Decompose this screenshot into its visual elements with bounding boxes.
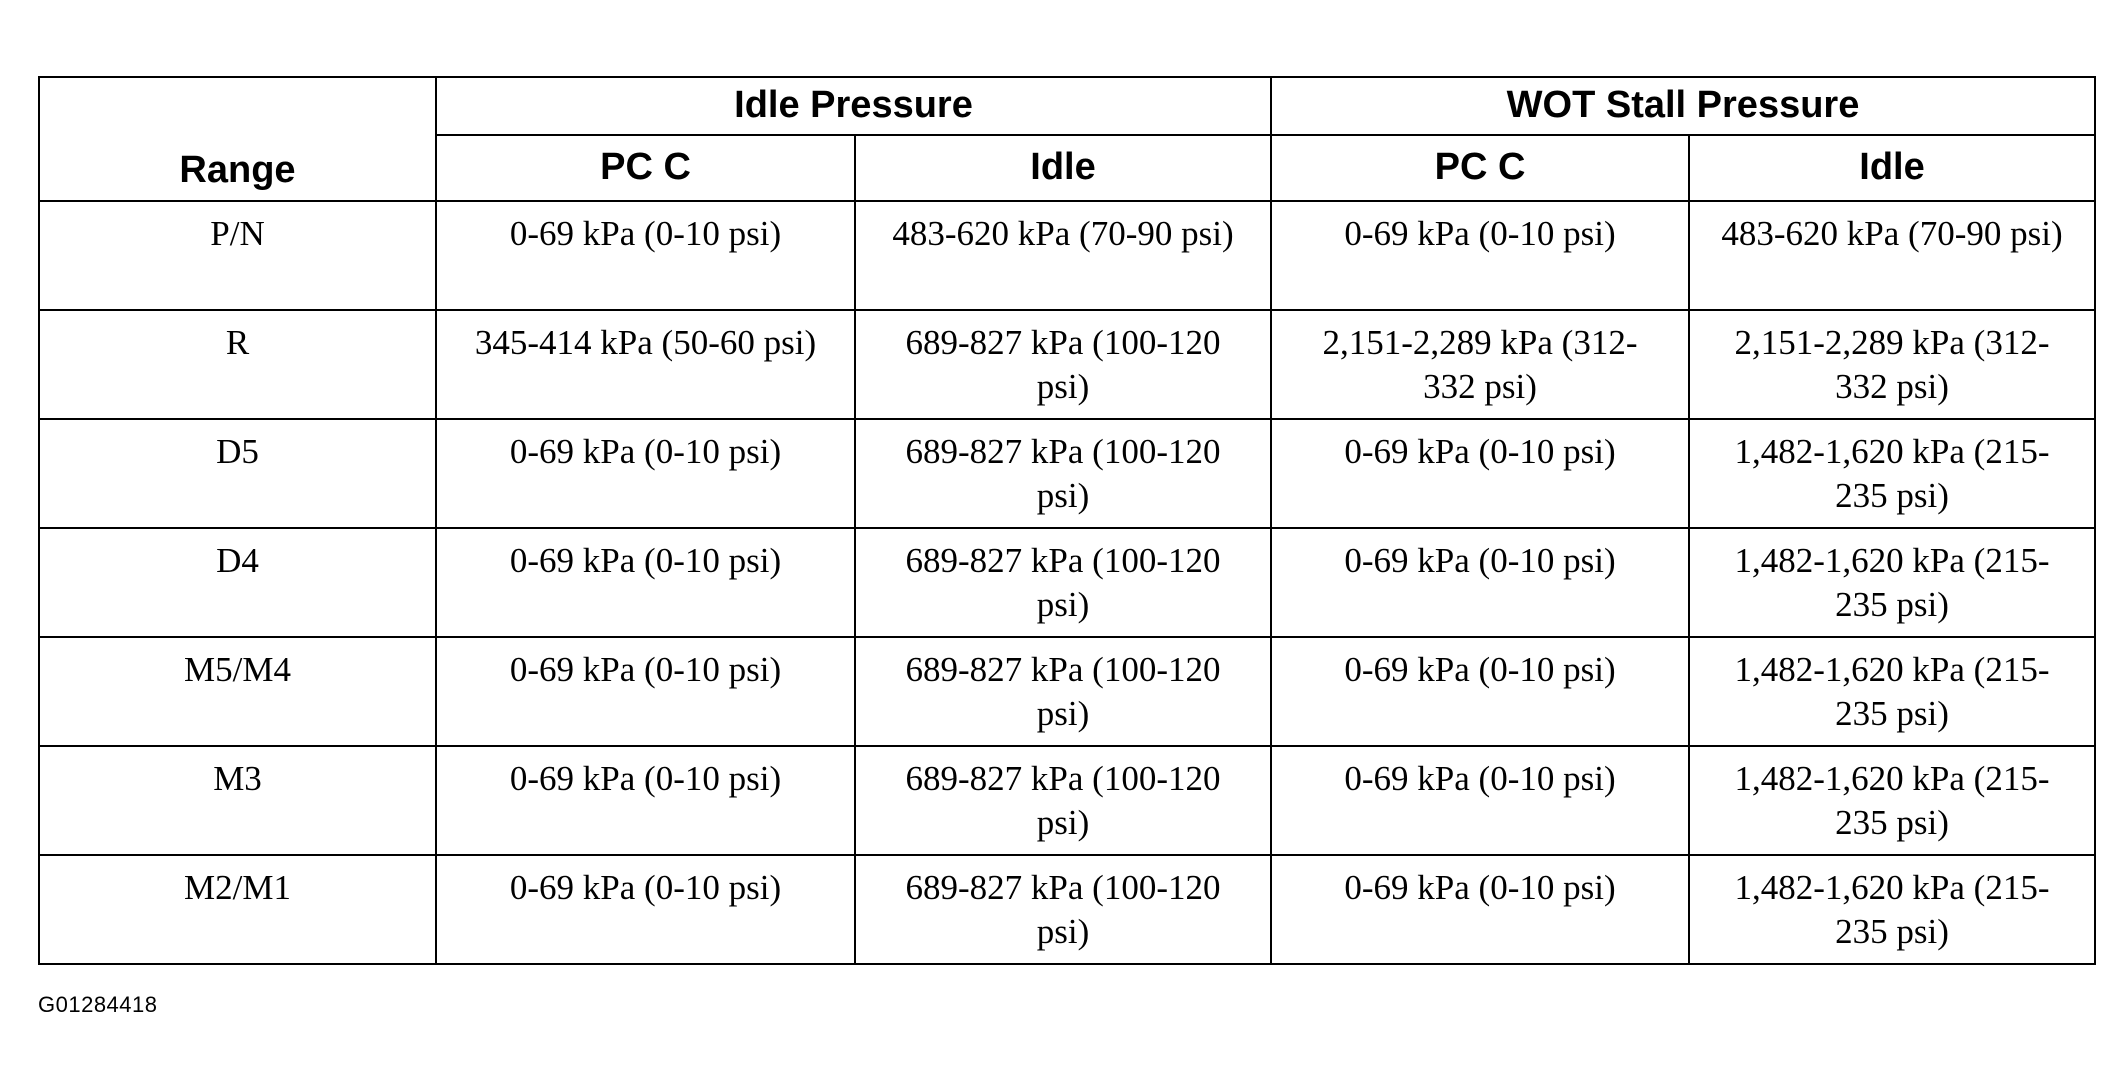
idle-idle-cell: 483-620 kPa (70-90 psi) xyxy=(854,200,1272,311)
idle-idle-cell: 689-827 kPa (100-120 psi) xyxy=(854,854,1272,965)
table-row: D4 0-69 kPa (0-10 psi) 689-827 kPa (100-… xyxy=(38,527,2097,638)
idle-pcc-header: PC C xyxy=(435,134,856,202)
idle-pcc-cell: 0-69 kPa (0-10 psi) xyxy=(435,854,856,965)
wot-pcc-cell: 0-69 kPa (0-10 psi) xyxy=(1270,418,1690,529)
table-row: R 345-414 kPa (50-60 psi) 689-827 kPa (1… xyxy=(38,309,2097,420)
wot-idle-cell: 1,482-1,620 kPa (215-235 psi) xyxy=(1687,636,2097,747)
wot-pcc-cell: 0-69 kPa (0-10 psi) xyxy=(1270,200,1690,311)
wot-idle-cell: 1,482-1,620 kPa (215-235 psi) xyxy=(1687,527,2097,638)
wot-pcc-cell: 0-69 kPa (0-10 psi) xyxy=(1270,527,1690,638)
wot-idle-cell: 2,151-2,289 kPa (312-332 psi) xyxy=(1687,309,2097,420)
idle-idle-header: Idle xyxy=(854,134,1272,202)
idle-pressure-header: Idle Pressure xyxy=(435,76,1272,136)
table-row: M5/M4 0-69 kPa (0-10 psi) 689-827 kPa (1… xyxy=(38,636,2097,747)
idle-pcc-cell: 0-69 kPa (0-10 psi) xyxy=(435,527,856,638)
header-row-subheaders: PC C Idle PC C Idle xyxy=(39,134,2097,202)
wot-pcc-cell: 0-69 kPa (0-10 psi) xyxy=(1270,745,1690,856)
wot-pcc-cell: 2,151-2,289 kPa (312-332 psi) xyxy=(1270,309,1690,420)
table-row: M2/M1 0-69 kPa (0-10 psi) 689-827 kPa (1… xyxy=(38,854,2097,965)
range-cell: M2/M1 xyxy=(38,854,437,965)
range-header: Range xyxy=(38,76,437,202)
wot-pcc-cell: 0-69 kPa (0-10 psi) xyxy=(1270,636,1690,747)
range-cell: D5 xyxy=(38,418,437,529)
idle-idle-cell: 689-827 kPa (100-120 psi) xyxy=(854,745,1272,856)
table-row: D5 0-69 kPa (0-10 psi) 689-827 kPa (100-… xyxy=(38,418,2097,529)
idle-pcc-cell: 0-69 kPa (0-10 psi) xyxy=(435,636,856,747)
range-cell: M3 xyxy=(38,745,437,856)
wot-idle-cell: 483-620 kPa (70-90 psi) xyxy=(1687,200,2097,311)
idle-idle-cell: 689-827 kPa (100-120 psi) xyxy=(854,309,1272,420)
pressure-spec-table: Range Idle Pressure WOT Stall Pressure P… xyxy=(38,76,2097,965)
idle-pcc-cell: 0-69 kPa (0-10 psi) xyxy=(435,745,856,856)
range-cell: P/N xyxy=(38,200,437,311)
table-row: M3 0-69 kPa (0-10 psi) 689-827 kPa (100-… xyxy=(38,745,2097,856)
wot-pcc-header: PC C xyxy=(1270,134,1690,202)
idle-pcc-cell: 345-414 kPa (50-60 psi) xyxy=(435,309,856,420)
wot-idle-cell: 1,482-1,620 kPa (215-235 psi) xyxy=(1687,854,2097,965)
range-cell: R xyxy=(38,309,437,420)
wot-stall-pressure-header: WOT Stall Pressure xyxy=(1269,76,2097,136)
wot-idle-cell: 1,482-1,620 kPa (215-235 psi) xyxy=(1687,418,2097,529)
table-row: P/N 0-69 kPa (0-10 psi) 483-620 kPa (70-… xyxy=(38,200,2097,311)
figure-id-label: G01284418 xyxy=(38,992,158,1017)
header-row-groups: Range Idle Pressure WOT Stall Pressure xyxy=(38,76,2097,202)
wot-pcc-cell: 0-69 kPa (0-10 psi) xyxy=(1270,854,1690,965)
range-cell: D4 xyxy=(38,527,437,638)
range-cell: M5/M4 xyxy=(38,636,437,747)
idle-idle-cell: 689-827 kPa (100-120 psi) xyxy=(854,418,1272,529)
wot-idle-header: Idle xyxy=(1687,134,2097,202)
idle-pcc-cell: 0-69 kPa (0-10 psi) xyxy=(435,418,856,529)
idle-pcc-cell: 0-69 kPa (0-10 psi) xyxy=(435,200,856,311)
pressure-table-container: Range Idle Pressure WOT Stall Pressure P… xyxy=(38,76,2097,965)
wot-idle-cell: 1,482-1,620 kPa (215-235 psi) xyxy=(1687,745,2097,856)
idle-idle-cell: 689-827 kPa (100-120 psi) xyxy=(854,636,1272,747)
idle-idle-cell: 689-827 kPa (100-120 psi) xyxy=(854,527,1272,638)
